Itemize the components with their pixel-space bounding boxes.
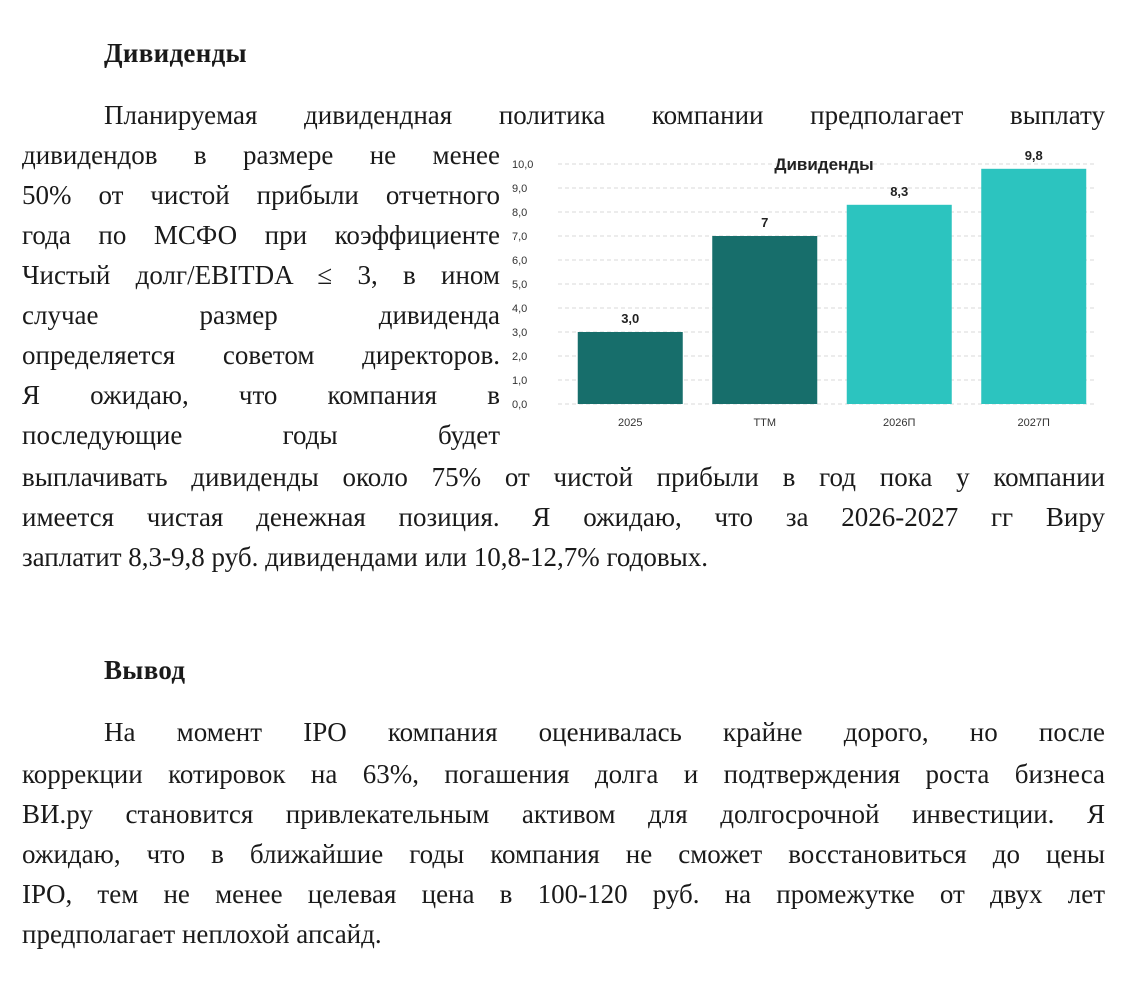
section-heading-conclusion: Вывод [104,655,186,685]
paragraph-line: определяется советом директоров. [22,340,500,370]
paragraph-line: На момент IPO компания оценивалась крайн… [104,717,1105,747]
data-label: 8,3 [890,184,908,199]
paragraph-line: года по МСФО при коэффициенте [22,220,500,250]
paragraph-line: заплатит 8,3-9,8 руб. дивидендами или 10… [22,542,708,572]
paragraph-line: ожидаю, что в ближайшие годы компания не… [22,839,1105,869]
x-tick-label: TTM [753,417,776,429]
y-tick-label: 6,0 [512,255,527,267]
bar [712,236,818,404]
paragraph-line: IPO, тем не менее целевая цена в 100-120… [22,879,1105,909]
paragraph-line: выплачивать дивиденды около 75% от чисто… [22,462,1105,492]
y-tick-label: 10,0 [512,159,533,171]
y-tick-label: 8,0 [512,207,527,219]
data-label: 3,0 [621,311,639,326]
y-tick-label: 5,0 [512,279,527,291]
y-tick-label: 7,0 [512,231,527,243]
x-tick-label: 2026П [883,417,915,429]
paragraph-line: коррекции котировок на 63%, погашения до… [22,759,1105,789]
y-tick-label: 0,0 [512,399,527,411]
bar [577,332,683,404]
paragraph-line: Чистый долг/EBITDA ≤ 3, в ином [22,260,500,290]
x-tick-label: 2025 [618,417,642,429]
x-tick-label: 2027П [1018,417,1050,429]
paragraph-line: ВИ.ру становится привлекательным активом… [22,799,1105,829]
data-label: 7 [761,215,768,230]
paragraph-line: Планируемая дивидендная политика компани… [104,100,1105,130]
paragraph-line: имеется чистая денежная позиция. Я ожида… [22,502,1105,532]
paragraph-line: 50% от чистой прибыли отчетного [22,180,500,210]
paragraph-line: предполагает неплохой апсайд. [22,919,382,949]
y-tick-label: 2,0 [512,351,527,363]
data-label: 9,8 [1025,148,1043,163]
paragraph-line: последующие годы будет [22,420,500,450]
bar [846,204,952,404]
paragraph-line: случае размер дивиденда [22,300,500,330]
dividends-bar-chart: 0,0 1,0 2,0 3,0 4,0 5,0 6,0 7,0 8,0 9,0 10,0 3,0 202… [512,148,1096,429]
y-tick-label: 9,0 [512,183,527,195]
chart-title: Дивиденды [774,155,873,174]
y-tick-label: 4,0 [512,303,527,315]
y-tick-label: 3,0 [512,327,527,339]
paragraph-line: Я ожидаю, что компания в [22,380,500,410]
paragraph-line: дивидендов в размере не менее [22,140,500,170]
bar [981,168,1087,404]
section-heading-dividends: Дивиденды [104,38,247,68]
y-tick-label: 1,0 [512,375,527,387]
